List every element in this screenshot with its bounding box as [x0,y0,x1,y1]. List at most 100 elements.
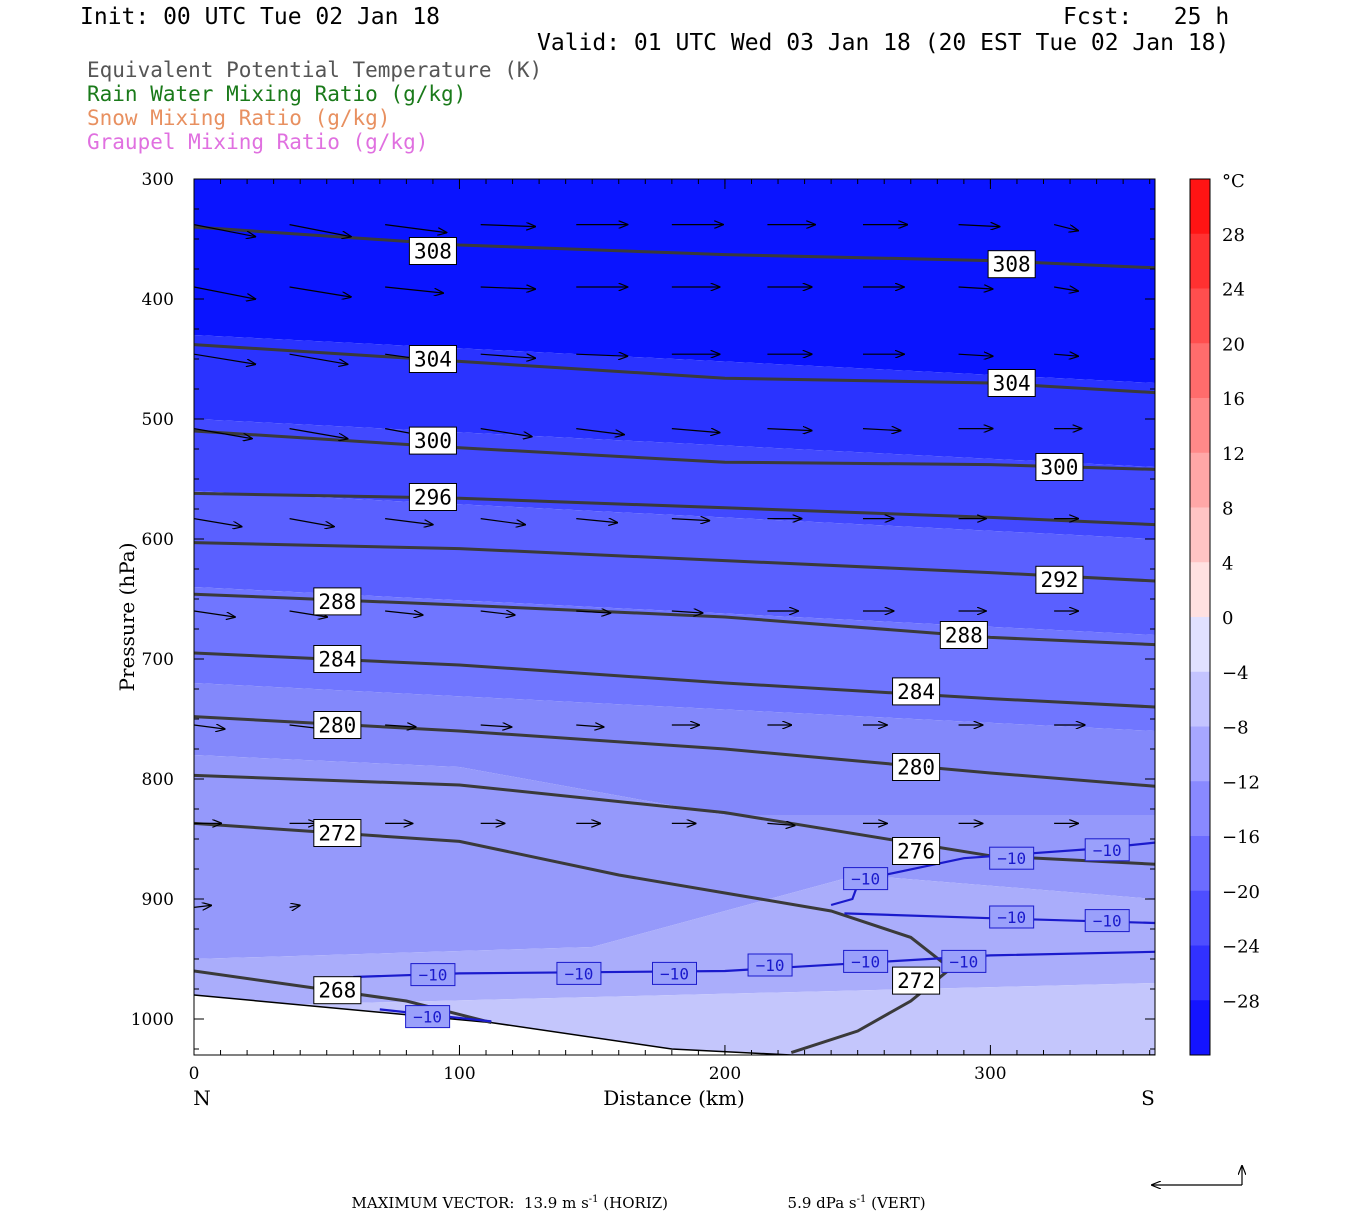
max-vector-text: MAXIMUM VECTOR: 13.9 m s [351,1194,589,1212]
wind-vector [480,518,525,525]
wind-vector [480,725,512,727]
theta-e-308 [194,225,1155,270]
wind-vector [289,286,351,297]
y-tick-label: 700 [142,650,174,670]
x-end-label-north: N [193,1086,211,1110]
isotherm-label-box [843,949,889,973]
contour-labels: 308 308 304 304 300 300 296 292 288 288 284 284 280 2… [313,237,1130,1029]
isotherm-label: −10 [1093,912,1122,931]
colorbar-label: −4 [1222,663,1249,684]
theta-e-label: 288 [945,623,983,647]
colorbar-swatch [1190,507,1210,563]
wind-vector [576,725,603,727]
wind-vector [1054,354,1078,356]
theta-e-label-box [408,237,457,265]
theta-e-label: 280 [318,713,356,737]
max-vector-vert-tag: (VERT) [866,1194,926,1212]
terrain [194,995,1155,1055]
wind-vector [480,428,532,437]
wind-vector [194,610,235,617]
theta-e-label-box [313,587,362,616]
theta-e-label: 308 [414,239,452,263]
wind-vector [385,518,433,525]
theta-e-label: 272 [318,821,356,845]
colorbar-swatch [1190,617,1210,673]
plot-frame [193,178,1156,1056]
theta-e-label-box [939,621,988,649]
colorbar-frame [1189,178,1211,1056]
isotherm-label-box [989,905,1035,929]
colorbar: 28 24 20 16 12 8 4 0 −4 −8 −12 −16 −20 −24 −28 [1189,178,1260,1056]
wind-vector [958,354,993,356]
isotherm-label: −10 [660,964,689,983]
wind-vector [385,725,416,727]
max-vector-horiz-tag: (HORIZ) [598,1194,669,1212]
theta-e-label-box [892,677,941,706]
theta-e-label: 304 [414,347,452,371]
x-axis-title: Distance (km) [603,1086,745,1110]
legend-snow: Snow Mixing Ratio (g/kg) [87,106,391,130]
legend-graupel: Graupel Mixing Ratio (g/kg) [87,130,429,154]
colorbar-swatch [1190,562,1210,618]
wind-vector [576,519,617,523]
isotherm-label-box [1084,909,1130,933]
colorbar-label: −12 [1222,772,1260,793]
theta-e-268 [194,969,492,1025]
isotherm-label-box [747,953,793,977]
colorbar-unit: °C [1222,171,1245,192]
wind-vector [480,354,535,358]
isotherm-label-box [405,1005,451,1029]
colorbar-label: −16 [1222,827,1260,848]
colorbar-label: 16 [1222,389,1245,410]
theta-e-label: 296 [414,485,452,509]
init-time-label: Init: 00 UTC Tue 02 Jan 18 [80,4,441,30]
y-tick-label: 400 [142,290,174,310]
axes: 300 400 500 600 700 800 900 1000 0 100 200 300 [131,170,1155,1084]
theta-e-296 [194,491,1155,527]
wind-vector [289,518,334,527]
forecast-hour-label: Fcst: 25 h [1063,4,1230,30]
theta-e-label-box [987,250,1036,279]
theta-e-label-box [1035,565,1084,594]
theta-e-272 [194,821,954,1055]
theta-e-label: 292 [1040,568,1078,592]
temp-band [194,683,1155,815]
theta-e-304 [194,343,1155,395]
colorbar-swatch [1190,1000,1210,1056]
colorbar-swatch [1190,726,1210,782]
theta-e-label: 284 [897,680,935,704]
wind-vector [194,353,255,364]
isotherm-label: −10 [851,952,880,971]
theta-e-label-box [313,645,362,673]
theta-e-label-box [408,483,457,511]
colorbar-label: 20 [1222,334,1245,355]
temp-band [194,179,1155,383]
theta-e-label: 288 [318,590,356,614]
wind-vector [671,611,703,613]
isotherm-label-box [989,846,1035,870]
wind-vector [289,428,348,439]
wind-vector [671,519,709,521]
colorbar-swatch [1190,945,1210,1001]
theta-e-label-box [408,426,457,455]
y-tick-label: 900 [142,890,174,910]
wind-vector [958,287,993,289]
isotherm-label: −10 [851,870,880,889]
theta-e-284 [194,651,1155,709]
wind-vector [576,428,624,435]
x-tick-label: 0 [189,1064,200,1084]
legend-theta-e: Equivalent Potential Temperature (K) [87,58,543,82]
colorbar-label: 0 [1222,608,1233,629]
theta-e-label-box [892,966,941,995]
wind-vector [480,611,515,615]
wind-vector [767,429,811,431]
colorbar-label: 4 [1222,553,1233,574]
isotherm-label: −10 [418,966,447,985]
colorbar-swatch [1190,671,1210,727]
colorbar-swatch [1190,179,1210,235]
theta-e-label-box [408,345,457,373]
theta-e-label: 284 [318,647,356,671]
theta-e-276 [194,773,1155,866]
theta-e-label-box [313,711,362,739]
colorbar-swatch [1190,398,1210,454]
